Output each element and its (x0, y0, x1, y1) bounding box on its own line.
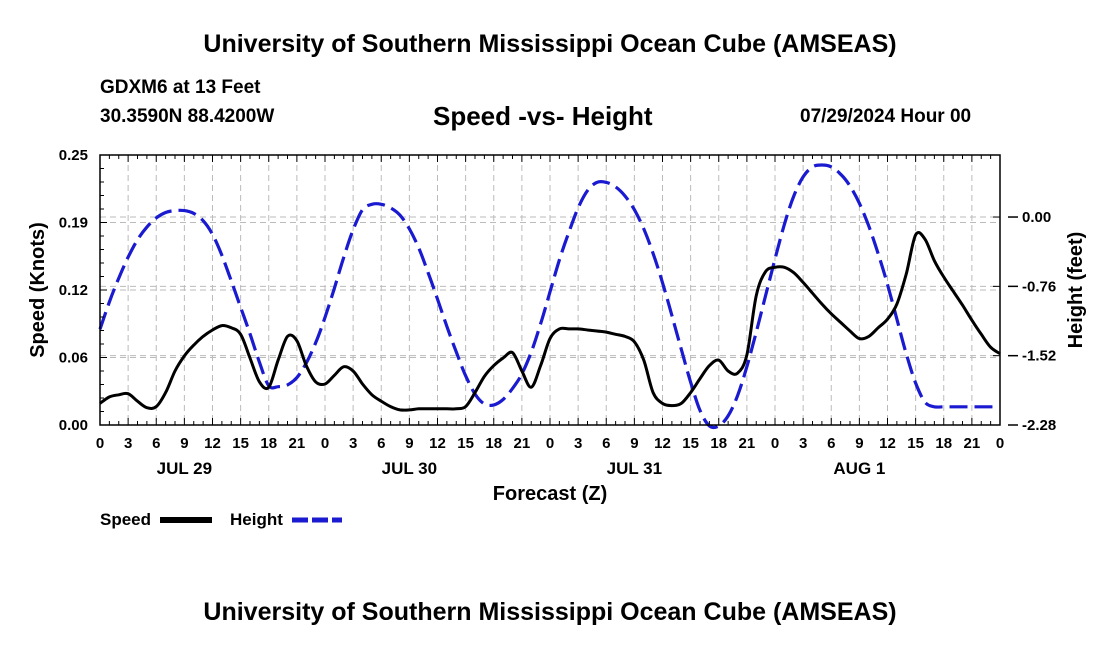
x-tick-label: 0 (996, 435, 1004, 452)
speed-height-chart: 0 3 6 9 12 15 18 21 0 3 6 9 12 15 18 21 0 3 6 9 12 15 18 21 0 3 6 9… (27, 147, 1087, 529)
x-tick-label: 3 (349, 435, 357, 452)
y-tick-label: 0.00 (59, 417, 88, 434)
day-label: JUL 31 (607, 459, 662, 478)
y2-tick-label: -0.76 (1022, 278, 1056, 295)
axis-labels: 0 3 6 9 12 15 18 21 0 3 6 9 12 15 18 21 0 3 6 9 12 15 18 21 0 3 6 9… (59, 147, 1056, 478)
x-tick-label: 12 (879, 435, 896, 452)
x-tick-label: 15 (457, 435, 474, 452)
x-tick-label: 12 (429, 435, 446, 452)
y2-tick-label: -1.52 (1022, 348, 1056, 365)
y2-tick-label: 0.00 (1022, 209, 1051, 226)
x-tick-label: 18 (485, 435, 502, 452)
main-title: University of Southern Mississippi Ocean… (203, 30, 897, 58)
y-tick-label: 0.25 (59, 147, 88, 164)
legend-label-speed: Speed (100, 510, 151, 529)
x-tick-label: 15 (907, 435, 924, 452)
x-tick-label: 0 (96, 435, 104, 452)
x-tick-label: 6 (827, 435, 835, 452)
x-tick-label: 6 (377, 435, 385, 452)
x-tick-label: 3 (124, 435, 132, 452)
x-tick-label: 6 (602, 435, 610, 452)
x-tick-label: 21 (964, 435, 981, 452)
grid-lines (100, 155, 1000, 425)
x-tick-label: 18 (710, 435, 727, 452)
x-tick-label: 0 (546, 435, 554, 452)
x-tick-label: 9 (180, 435, 188, 452)
series-layer (98, 163, 1001, 430)
x-tick-label: 21 (514, 435, 531, 452)
station-coordinates: 30.3590N 88.4200W (100, 106, 275, 127)
axis-ticks (99, 154, 1001, 426)
x-tick-label: 15 (682, 435, 699, 452)
y-axis-title: Speed (Knots) (27, 222, 49, 358)
day-label: JUL 30 (382, 459, 437, 478)
x-tick-label: 9 (405, 435, 413, 452)
footer-title: University of Southern Mississippi Ocean… (203, 598, 897, 626)
y2-axis-title: Height (feet) (1065, 232, 1087, 349)
x-tick-label: 12 (654, 435, 671, 452)
y-tick-label: 0.12 (59, 282, 88, 299)
x-tick-label: 3 (574, 435, 582, 452)
x-tick-label: 0 (771, 435, 779, 452)
x-tick-label: 6 (152, 435, 160, 452)
forecast-datetime: 07/29/2024 Hour 00 (800, 106, 972, 127)
x-tick-label: 12 (204, 435, 221, 452)
legend: Speed Height (100, 510, 342, 529)
x-tick-label: 9 (855, 435, 863, 452)
plot-title: Speed -vs- Height (433, 101, 653, 131)
x-tick-label: 9 (630, 435, 638, 452)
y2-tick-label: -2.28 (1022, 417, 1056, 434)
x-tick-label: 0 (321, 435, 329, 452)
series-speed-line (99, 231, 1001, 412)
x-tick-label: 3 (799, 435, 807, 452)
station-label: GDXM6 at 13 Feet (100, 77, 261, 98)
day-label: AUG 1 (833, 459, 885, 478)
y-tick-label: 0.06 (59, 350, 88, 367)
x-tick-label: 21 (289, 435, 306, 452)
x-tick-label: 18 (260, 435, 277, 452)
x-tick-label: 21 (739, 435, 756, 452)
legend-label-height: Height (230, 510, 283, 529)
series-height-line (98, 163, 1000, 430)
x-tick-label: 15 (232, 435, 249, 452)
day-label: JUL 29 (157, 459, 212, 478)
y-tick-label: 0.19 (59, 215, 88, 232)
x-axis-title: Forecast (Z) (493, 483, 607, 505)
x-tick-label: 18 (935, 435, 952, 452)
